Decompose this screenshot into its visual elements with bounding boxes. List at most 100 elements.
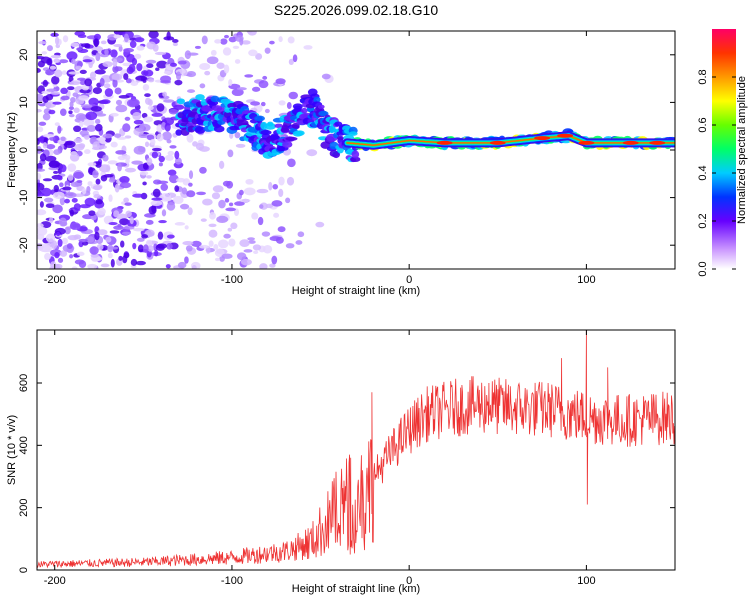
spectrogram-noise-blob xyxy=(156,133,164,142)
spectrogram-noise-blob xyxy=(113,34,121,39)
spectrogram-noise-blob xyxy=(94,231,100,241)
spectrogram-noise-blob xyxy=(248,240,256,244)
spectrogram-noise-blob xyxy=(81,84,90,91)
spectrogram-noise-blob xyxy=(73,203,81,211)
spectrogram-noise-blob xyxy=(288,58,294,66)
spectrogram-noise-blob xyxy=(141,70,149,76)
spectrogram-noise-blob xyxy=(234,131,241,139)
spectrogram-ytick-label: -10 xyxy=(18,190,30,206)
spectrogram-noise-blob xyxy=(102,154,109,162)
spectrogram-noise-blob xyxy=(227,149,234,158)
spectrogram-noise-blob xyxy=(38,243,51,253)
spectrogram-noise-blob xyxy=(174,150,180,160)
spectrogram-noise-blob xyxy=(85,111,98,121)
spectrogram-noise-blob xyxy=(286,176,295,186)
snr-xtick-label: -100 xyxy=(221,575,243,587)
spectrogram-noise-blob xyxy=(179,203,190,210)
spectrogram-noise-blob xyxy=(78,120,84,128)
spectrogram-noise-blob xyxy=(234,59,241,64)
spectrogram-noise-blob xyxy=(306,149,318,157)
spectrogram-noise-blob xyxy=(59,250,68,257)
spectrogram-noise-blob xyxy=(37,93,44,102)
spectrogram-noise-blob xyxy=(37,126,44,133)
spectrogram-noise-blob xyxy=(222,180,231,187)
spectrogram-noise-blob xyxy=(75,65,82,70)
spectrogram-noise-blob xyxy=(123,33,129,43)
spectrogram-noise-blob xyxy=(150,200,163,207)
spectrogram-noise-blob xyxy=(62,35,69,43)
spectrogram-hot-spot xyxy=(622,140,639,145)
spectrogram-noise-blob xyxy=(77,34,87,39)
spectrogram-noise-blob xyxy=(186,133,194,143)
spectrogram-noise-blob xyxy=(66,243,73,249)
spectrogram-noise-blob xyxy=(73,171,85,179)
spectrogram-noise-blob xyxy=(62,186,72,191)
spectrogram-noise-blob xyxy=(182,240,194,246)
chart-title: S225.2026.099.02.18.G10 xyxy=(274,2,438,18)
spectrogram-noise-blob xyxy=(129,40,137,49)
spectrogram-noise-blob xyxy=(97,229,108,236)
spectrogram-noise-blob xyxy=(262,244,273,254)
spectrogram-noise-blob xyxy=(210,49,217,56)
spectrogram-noise-blob xyxy=(53,170,59,174)
spectrogram-noise-blob xyxy=(102,61,113,68)
spectrogram-noise-blob xyxy=(45,203,55,209)
spectrogram-noise-blob xyxy=(151,204,157,214)
spectrogram-noise-blob xyxy=(84,197,96,207)
spectrogram-noise-blob xyxy=(156,60,168,69)
spectrogram-noise-blob xyxy=(87,162,97,167)
spectrogram-noise-blob xyxy=(177,261,187,269)
spectrogram-noise-blob xyxy=(79,88,91,94)
spectrogram-noise-blob xyxy=(269,40,275,45)
spectrogram-noise-blob xyxy=(208,229,218,238)
spectrogram-noise-blob xyxy=(37,223,44,229)
spectrogram-noise-blob xyxy=(168,108,179,115)
spectrogram-noise-blob xyxy=(132,242,137,250)
spectrogram-noise-blob xyxy=(250,101,261,106)
spectrogram-noise-blob xyxy=(53,149,61,156)
spectrogram-noise-blob xyxy=(92,170,99,179)
spectrogram-noise-blob xyxy=(303,45,313,50)
spectrogram-hot-spot xyxy=(436,140,453,145)
spectrogram-noise-blob xyxy=(212,185,224,193)
spectrogram-noise-blob xyxy=(76,47,83,51)
spectrogram-noise-blob xyxy=(287,158,296,168)
spectrogram-noise-blob xyxy=(148,31,159,39)
spectrogram-noise-blob xyxy=(154,51,167,56)
spectrogram-noise-blob xyxy=(114,183,120,193)
spectrogram-noise-blob xyxy=(83,120,95,127)
spectrogram-noise-blob xyxy=(110,49,118,58)
spectrogram-noise-blob xyxy=(184,225,189,230)
spectrogram-noise-blob xyxy=(37,168,46,172)
spectrogram-noise-blob xyxy=(50,91,61,95)
spectrogram-noise-blob xyxy=(146,63,154,69)
spectrogram-noise-blob xyxy=(79,130,89,136)
spectrogram-noise-blob xyxy=(244,74,254,78)
spectrogram-noise-blob xyxy=(46,143,56,150)
spectrogram-noise-blob xyxy=(125,78,132,84)
spectrogram-noise-blob xyxy=(222,47,232,56)
spectrogram-noise-blob xyxy=(71,266,78,269)
spectrogram-noise-blob xyxy=(89,246,99,255)
spectrogram-noise-blob xyxy=(37,172,42,180)
spectrogram-noise-blob xyxy=(262,75,268,80)
spectrogram-ridge-blob xyxy=(194,126,206,134)
spectrogram-noise-blob xyxy=(224,198,230,203)
spectrogram-noise-blob xyxy=(228,202,234,207)
spectrogram-noise-blob xyxy=(76,179,83,183)
spectrogram-noise-blob xyxy=(133,119,144,125)
spectrogram-noise-blob xyxy=(108,222,118,226)
spectrogram-noise-blob xyxy=(151,151,159,159)
spectrogram-noise-blob xyxy=(232,45,240,49)
spectrogram-noise-blob xyxy=(257,216,264,226)
snr-ticks: -200 -100 0 100 0 200 400 600 xyxy=(18,330,675,587)
spectrogram-noise-blob xyxy=(211,192,221,200)
spectrogram-noise-blob xyxy=(152,188,161,198)
spectrogram-noise-blob xyxy=(144,141,150,148)
spectrogram-hot-spot xyxy=(578,140,595,145)
spectrogram-noise-blob xyxy=(61,237,68,245)
spectrogram-noise-blob xyxy=(45,233,56,243)
spectrogram-noise-blob xyxy=(113,210,120,218)
spectrogram-noise-blob xyxy=(134,53,142,59)
spectrogram-ridge-blob xyxy=(176,98,185,105)
